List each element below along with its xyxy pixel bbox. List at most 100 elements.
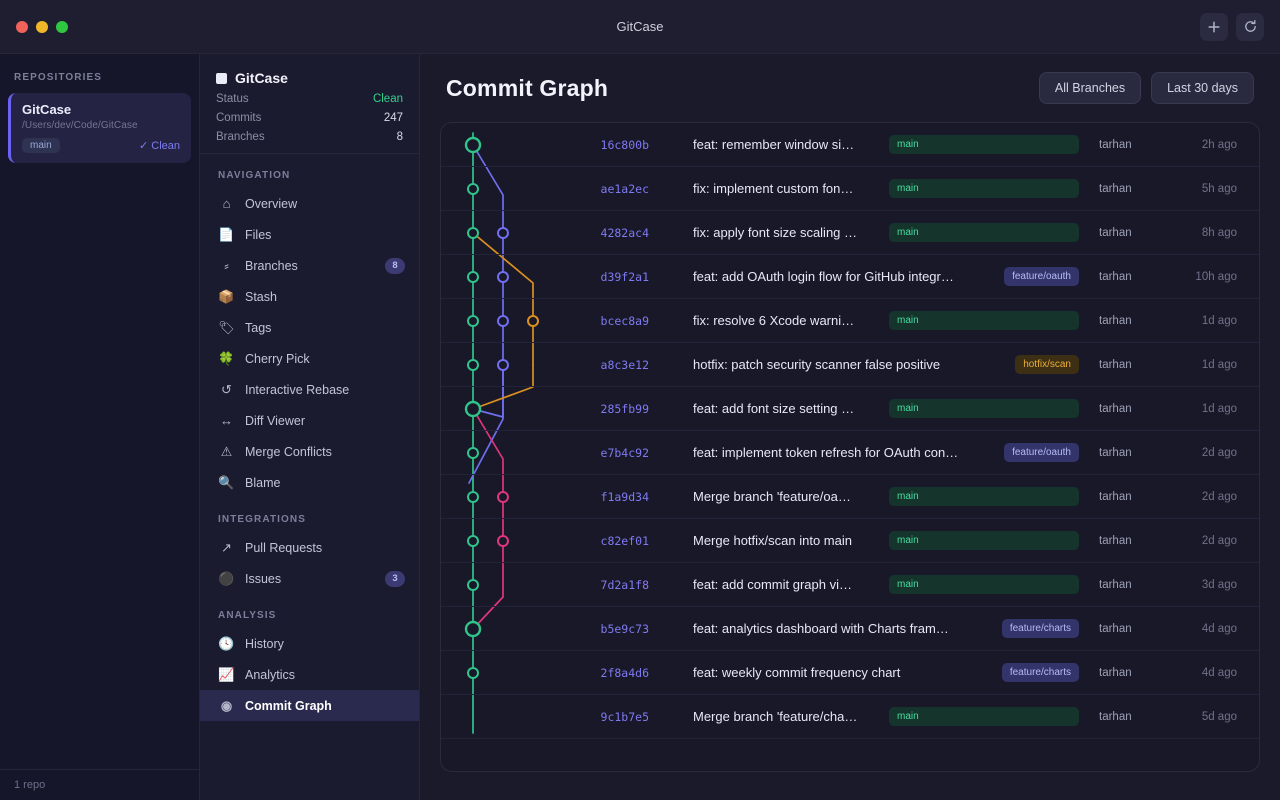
commit-node[interactable] <box>464 620 482 638</box>
sidebar-item-branches[interactable]: ⸗ Branches 8 <box>200 250 419 281</box>
commit-node[interactable] <box>527 315 539 327</box>
commit-hash[interactable]: bcec8a9 <box>600 313 649 328</box>
commit-hash[interactable]: a8c3e12 <box>600 357 649 372</box>
commit-message: fix: implement custom fon… <box>693 181 854 196</box>
commit-hash[interactable]: e7b4c92 <box>600 445 649 460</box>
commit-branch-badge: main <box>889 179 1079 198</box>
commit-row[interactable]: 4282ac4 fix: apply font size scaling … mai… <box>441 211 1259 255</box>
repository-card[interactable]: GitCase/Users/dev/Code/GitCase main ✓ Clea… <box>8 93 191 163</box>
commit-node[interactable] <box>497 491 509 503</box>
maximize-window-button[interactable] <box>56 20 68 33</box>
refresh-icon <box>1244 19 1256 32</box>
commit-node[interactable] <box>497 359 509 371</box>
commit-time: 1d ago <box>1201 314 1237 327</box>
commit-message: fix: apply font size scaling … <box>693 225 858 240</box>
commit-node[interactable] <box>467 491 479 503</box>
sidebar-item-files[interactable]: 📄 Files <box>200 219 419 250</box>
sidebar-item-stash[interactable]: 📦 Stash <box>200 281 419 312</box>
sidebar-item-pull-requests[interactable]: ↗ Pull Requests <box>200 532 419 563</box>
commit-row[interactable]: 285fb99 feat: add font size setting … main… <box>441 387 1259 431</box>
commit-node[interactable] <box>464 136 482 154</box>
refresh-button[interactable] <box>1236 12 1264 41</box>
commit-node[interactable] <box>467 535 479 547</box>
chart-icon: 📈 <box>218 667 235 682</box>
commit-hash[interactable]: 2f8a4d6 <box>600 665 649 680</box>
plus-icon <box>1208 20 1220 33</box>
commit-hash[interactable]: d39f2a1 <box>600 269 649 284</box>
commit-author: tarhan <box>1099 314 1132 327</box>
commit-hash[interactable]: f1a9d34 <box>600 489 649 504</box>
commit-row[interactable]: f1a9d34 Merge branch 'feature/oa… main tarh… <box>441 475 1259 519</box>
commit-hash[interactable]: 9c1b7e5 <box>600 709 649 724</box>
commit-hash[interactable]: c82ef01 <box>600 533 649 548</box>
sidebar-item-merge-conflicts[interactable]: ⚠ Merge Conflicts <box>200 436 419 467</box>
close-window-button[interactable] <box>16 20 28 33</box>
sidebar-item-interactive-rebase[interactable]: ↺ Interactive Rebase <box>200 374 419 405</box>
sidebar-item-cherry-pick[interactable]: 🍀 Cherry Pick <box>200 343 419 374</box>
sidebar-item-badge: 3 <box>385 570 405 587</box>
sidebar-item-commit-graph[interactable]: ◉ Commit Graph <box>200 690 419 721</box>
commit-node[interactable] <box>467 579 479 591</box>
commit-row[interactable]: 2f8a4d6 feat: weekly commit frequency cha… <box>441 651 1259 695</box>
sidebar-item-analytics[interactable]: 📈 Analytics <box>200 659 419 690</box>
sidebar-item-diff-viewer[interactable]: ↔ Diff Viewer <box>200 405 419 436</box>
commit-message: feat: implement token refresh for OAuth … <box>693 445 959 460</box>
commit-node[interactable] <box>467 315 479 327</box>
commit-hash[interactable]: b5e9c73 <box>600 621 649 636</box>
commit-node[interactable] <box>464 400 482 418</box>
commit-hash[interactable]: 4282ac4 <box>600 225 649 240</box>
commit-node[interactable] <box>467 271 479 283</box>
commit-time: 1d ago <box>1201 402 1237 415</box>
commit-hash[interactable]: ae1a2ec <box>600 181 649 196</box>
commit-branch-badge: main <box>889 399 1079 418</box>
title-bar-actions <box>1200 12 1280 41</box>
commit-row[interactable]: 7d2a1f8 feat: add commit graph vi… main tar… <box>441 563 1259 607</box>
repository-path: /Users/dev/Code/GitCase <box>22 120 138 131</box>
sidebar-item-label: Tags <box>245 320 272 335</box>
commit-author: tarhan <box>1099 534 1132 547</box>
commit-hash[interactable]: 7d2a1f8 <box>600 577 649 592</box>
commit-node[interactable] <box>497 271 509 283</box>
commit-message: feat: add font size setting … <box>693 401 855 416</box>
commit-node[interactable] <box>497 315 509 327</box>
commit-node[interactable] <box>467 227 479 239</box>
filter-all-branches-button[interactable]: All Branches <box>1038 72 1142 104</box>
filter-time-range-button[interactable]: Last 30 days <box>1151 72 1254 104</box>
commit-branch-badge: main <box>889 311 1079 330</box>
commit-hash[interactable]: 16c800b <box>600 137 649 152</box>
sidebar-item-tags[interactable]: 🏷 Tags <box>200 312 419 343</box>
sidebar-item-label: Diff Viewer <box>245 413 305 428</box>
commit-graph-lanes <box>464 132 539 734</box>
sidebar-item-blame[interactable]: 🔍 Blame <box>200 467 419 498</box>
commit-time: 2d ago <box>1201 534 1237 547</box>
commit-hash[interactable]: 285fb99 <box>600 401 649 416</box>
commit-row[interactable]: 9c1b7e5 Merge branch 'feature/cha… main tar… <box>441 695 1259 739</box>
commit-row[interactable]: bcec8a9 fix: resolve 6 Xcode warni… main ta… <box>441 299 1259 343</box>
minimize-window-button[interactable] <box>36 20 48 33</box>
commit-node[interactable] <box>467 183 479 195</box>
arrow-up-right-icon: ↗ <box>221 540 232 555</box>
commit-row[interactable]: 16c800b feat: remember window si… main tarh… <box>441 123 1259 167</box>
commit-node[interactable] <box>467 447 479 459</box>
commit-node[interactable] <box>467 359 479 371</box>
sidebar-item-issues[interactable]: ⚫ Issues 3 <box>200 563 419 594</box>
add-repository-button[interactable] <box>1200 12 1228 41</box>
repositories-sidebar: REPOSITORIES GitCase/Users/dev/Code/GitC… <box>0 54 200 800</box>
commit-row[interactable]: e7b4c92 feat: implement token refresh for… <box>441 431 1259 475</box>
issue-circle-icon: ⚫ <box>218 571 235 586</box>
sidebar-item-history[interactable]: 🕓 History <box>200 628 419 659</box>
nav-stat-key: Commits <box>216 112 262 124</box>
commit-row[interactable]: a8c3e12 hotfix: patch security scanner fa… <box>441 343 1259 387</box>
commit-row[interactable]: ae1a2ec fix: implement custom fon… main tar… <box>441 167 1259 211</box>
commit-author: tarhan <box>1099 710 1132 723</box>
commit-branch-cell: hotfix/scan <box>1015 355 1091 374</box>
commit-node[interactable] <box>467 667 479 679</box>
commit-row[interactable]: c82ef01 Merge hotfix/scan into main main ta… <box>441 519 1259 563</box>
sidebar-item-overview[interactable]: ⌂ Overview <box>200 188 419 219</box>
commit-row[interactable]: d39f2a1 feat: add OAuth login flow for Gi… <box>441 255 1259 299</box>
commit-node[interactable] <box>497 535 509 547</box>
graph-lane-line <box>472 364 534 410</box>
commit-node[interactable] <box>497 227 509 239</box>
commit-time: 5h ago <box>1201 182 1237 195</box>
commit-row[interactable]: b5e9c73 feat: analytics dashboard with Ch… <box>441 607 1259 651</box>
